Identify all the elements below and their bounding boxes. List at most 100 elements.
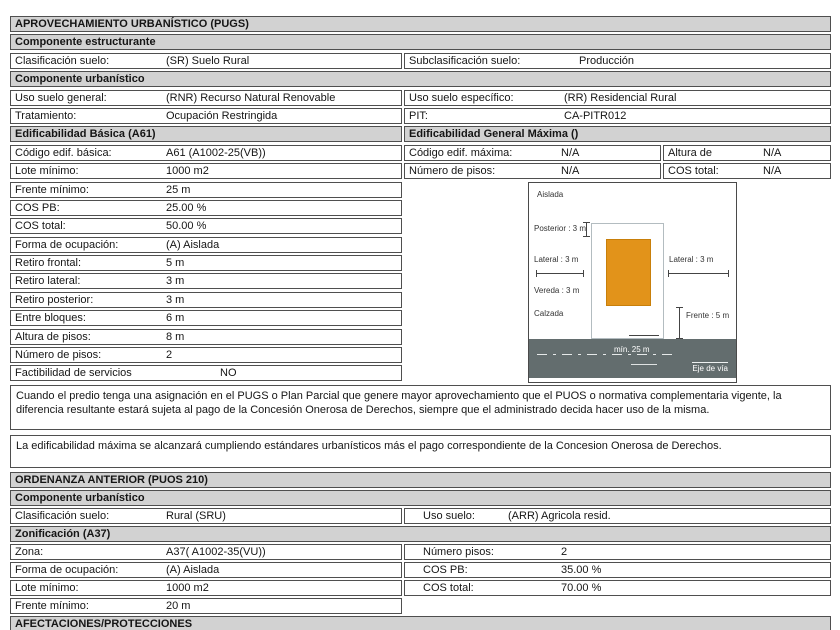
row-retiro-posterior: Retiro posterior: 3 m [10,291,831,308]
field-value: Producción [579,54,635,67]
subsection-componente-estructurante: Componente estructurante [10,34,831,51]
field-codigo-edif-maxima: Código edif. máxima: N/A [404,144,661,161]
field-label: Forma de ocupación: [15,564,119,577]
field-value: CA-PITR012 [564,109,627,122]
section-title-text: AFECTACIONES/PROTECCIONES [15,618,193,630]
row-afectaciones-title: AFECTACIONES/PROTECCIONES [10,616,831,630]
row-ord-clasificacion: Clasificación suelo: Rural (SRU) Uso sue… [10,508,831,525]
occupation-label: Aislada [537,190,564,199]
field-value: 3 m [166,293,185,306]
field-value: (ARR) Agricola resid. [508,510,611,523]
field-value: (RR) Residencial Rural [564,91,677,104]
subsection-edificabilidad-maxima: Edificabilidad General Máxima () [404,126,831,143]
field-value: 5 m [166,257,185,270]
field-value: 3 m [166,275,185,288]
field-value: 20 m [166,600,191,613]
row-lote-minimo: Lote mínimo: 1000 m2 Número de pisos: N/… [10,163,831,180]
field-label: Código edif. máxima: [409,146,513,159]
field-label: Subclasificación suelo: [409,54,521,67]
field-altura-pisos: Altura de pisos: 8 m [10,328,402,345]
field-label: Clasificación suelo: [15,54,110,67]
row-frente-minimo: Frente mínimo: 25 m [10,181,831,198]
field-ord-cos-pb: COS PB: 35.00 % [404,562,831,579]
building-footprint-icon [606,239,651,306]
subsection-text: Edificabilidad General Máxima () [409,128,579,141]
field-label: Número de pisos: [15,349,102,362]
row-zona: Zona: A37( A1002-35(VU)) Número pisos: 2 [10,544,831,561]
subsection-zonificacion: Zonificación (A37) [10,526,831,543]
field-label: Zona: [15,546,44,559]
field-value: 1000 m2 [166,165,209,178]
row-ordenanza-title: ORDENANZA ANTERIOR (PUOS 210) [10,472,831,489]
field-value: Rural (SRU) [166,510,226,523]
field-value: 1000 m2 [166,582,209,595]
field-label: Factibilidad de servicios [15,367,132,380]
field-value: A61 (A1002-25(VB)) [166,146,266,159]
field-ord-numero-pisos: Número pisos: 2 [404,544,831,561]
field-cos-total: COS total: 50.00 % [10,218,402,235]
field-zona: Zona: A37( A1002-35(VU)) [10,544,402,561]
row-numero-pisos: Número de pisos: 2 [10,347,831,364]
field-label: PIT: [409,109,428,122]
field-value: A37( A1002-35(VU)) [166,546,266,559]
row-componente-urbanistico: Componente urbanístico [10,71,831,88]
frente-setback-label: Frente : 5 m [686,311,730,320]
field-cos-pb: COS PB: 25.00 % [10,199,402,216]
field-uso-suelo-especifico: Uso suelo específico: (RR) Residencial R… [404,89,831,106]
field-forma-ocupacion: Forma de ocupación: (A) Aislada [10,236,402,253]
field-value: (RNR) Recurso Natural Renovable [166,91,336,104]
field-label: Lote mínimo: [15,165,79,178]
row-ord-lote-minimo: Lote mínimo: 1000 m2 COS total: 70.00 % [10,580,831,597]
field-factibilidad-servicios: Factibilidad de servicios NO [10,365,402,382]
road-centerline-icon [537,354,675,355]
field-cos-total-maxima: COS total: N/A [663,163,831,180]
field-value: 50.00 % [166,220,207,233]
posterior-setback-label: Posterior : 3 m [534,224,587,233]
lateral-right-label: Lateral : 3 m [669,255,714,264]
section-title-text: ORDENANZA ANTERIOR (PUOS 210) [15,474,208,487]
road-band: mín. 25 m Eje de vía [529,339,736,378]
row-entre-bloques: Entre bloques: 6 m [10,310,831,327]
section-aprovechamiento: APROVECHAMIENTO URBANÍSTICO (PUGS) Compo… [10,16,831,383]
field-value: NO [220,367,237,380]
field-ord-clasificacion-suelo: Clasificación suelo: Rural (SRU) [10,508,402,525]
row-ord-forma-ocupacion: Forma de ocupación: (A) Aislada COS PB: … [10,562,831,579]
field-label: Clasificación suelo: [15,510,110,523]
field-altura-de: Altura de N/A [663,144,831,161]
field-label: Forma de ocupación: [15,238,119,251]
field-value: 8 m [166,330,185,343]
row-retiro-frontal: Retiro frontal: 5 m [10,255,831,272]
section-title-ordenanza: ORDENANZA ANTERIOR (PUOS 210) [10,472,831,489]
row-cos-total: COS total: 50.00 % [10,218,831,235]
field-lote-minimo: Lote mínimo: 1000 m2 [10,163,402,180]
field-value: N/A [763,146,782,159]
field-numero-pisos-maxima: Número de pisos: N/A [404,163,661,180]
field-label: Retiro frontal: [15,257,82,270]
field-label: COS total: [423,582,474,595]
row-forma-ocupacion: Forma de ocupación: (A) Aislada [10,236,831,253]
field-value: 25 m [166,183,191,196]
section-title-pugs: APROVECHAMIENTO URBANÍSTICO (PUGS) [10,16,831,32]
field-label: Número de pisos: [409,165,496,178]
road-axis-label: Eje de vía [692,362,728,373]
setback-diagram: Aislada Posterior : 3 m Lateral : 3 m Ve… [528,182,737,383]
subsection-edificabilidad-basica: Edificabilidad Básica (A61) [10,126,402,143]
road-width-label: mín. 25 m [611,345,653,354]
field-value: N/A [561,165,580,178]
row-altura-pisos: Altura de pisos: 8 m [10,328,831,345]
field-retiro-frontal: Retiro frontal: 5 m [10,255,402,272]
row-cos-pb: COS PB: 25.00 % [10,199,831,216]
field-label: Uso suelo general: [15,91,107,104]
note-concesion-onerosa: Cuando el predio tenga una asignación en… [10,385,831,431]
row-ord-frente-minimo: Frente mínimo: 20 m [10,598,831,615]
field-value: N/A [561,146,580,159]
row-codigo-edif: Código edif. básica: A61 (A1002-25(VB)) … [10,144,831,161]
field-frente-minimo: Frente mínimo: 25 m [10,181,402,198]
field-value: Ocupación Restringida [166,109,278,122]
field-label: COS total: [668,165,719,178]
lateral-left-label: Lateral : 3 m [534,255,579,264]
field-ord-forma-ocupacion: Forma de ocupación: (A) Aislada [10,562,402,579]
row-tratamiento-pit: Tratamiento: Ocupación Restringida PIT: … [10,107,831,124]
field-value: 2 [166,349,173,362]
